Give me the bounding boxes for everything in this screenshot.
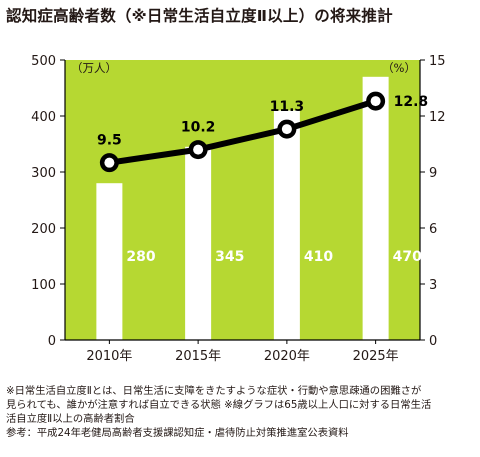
right-tick-label: 6: [429, 222, 437, 237]
left-axis-unit: （万人）: [71, 61, 117, 75]
x-tick-label: 2010年: [86, 349, 132, 364]
bar: [185, 146, 212, 340]
footnote-line: 見られても、誰かが注意すれば自立できる状態 ※線グラフは65歳以上人口に対する日…: [6, 399, 432, 411]
bars: [96, 76, 389, 341]
bar-value-label: 470: [393, 249, 422, 265]
ratio-line-layer: [99, 91, 386, 173]
x-tick-label: 2015年: [175, 349, 221, 364]
ratio-value-label: 11.3: [270, 99, 305, 115]
bar: [362, 76, 389, 341]
ratio-value-label: 10.2: [181, 120, 216, 136]
x-tick-label: 2020年: [264, 349, 310, 364]
right-tick-label: 0: [429, 334, 437, 349]
chart: 0 100 200 300 400 500 0 3 6 9 12 15 （万人） （%） 2010年 2015…: [31, 54, 445, 364]
footnotes: ※日常生活自立度Ⅱとは、日常生活に支障をきたすような症状・行動や意思疎通の困難さ…: [6, 384, 476, 440]
right-axis-unit: （%）: [382, 61, 416, 75]
left-tick-label: 400: [31, 110, 56, 125]
right-tick-label: 12: [429, 110, 446, 125]
left-tick-label: 500: [31, 54, 56, 69]
data-labels: 280 345 410 470 9.5 10.2 11.3 12.8: [97, 94, 428, 265]
right-tick-label: 15: [429, 54, 446, 69]
left-tick-label: 100: [31, 278, 56, 293]
bar-value-label: 410: [304, 249, 333, 265]
ratio-point-center: [281, 124, 292, 135]
left-tick-label: 300: [31, 166, 56, 181]
bar-value-label: 280: [126, 249, 155, 265]
ratio-line: [106, 98, 379, 166]
right-tick-label: 9: [429, 166, 437, 181]
chart-title: 認知症高齢者数（※日常生活自立度Ⅱ以上）の将来推計: [6, 7, 393, 25]
bar: [96, 183, 123, 340]
source-note: 参考：平成24年老健局高齢者支援課認知症・虐待防止対策推進室公表資料: [6, 427, 349, 439]
right-tick-label: 3: [429, 278, 437, 293]
ratio-point-center: [370, 96, 381, 107]
left-tick-label: 200: [31, 222, 56, 237]
ratio-value-label: 12.8: [394, 94, 429, 110]
left-tick-label: 0: [48, 334, 56, 349]
axes: 0 100 200 300 400 500 0 3 6 9 12 15 （万人） （%） 2010年 2015…: [31, 54, 445, 364]
bar: [273, 110, 300, 341]
bar-value-label: 345: [215, 249, 244, 265]
footnote-line: 活自立度Ⅱ以上の高齢者割合: [6, 413, 135, 425]
x-tick-label: 2025年: [353, 349, 399, 364]
ratio-value-label: 9.5: [97, 133, 122, 149]
footnote-line: ※日常生活自立度Ⅱとは、日常生活に支障をきたすような症状・行動や意思疎通の困難さ…: [6, 385, 422, 397]
ratio-point-center: [193, 144, 204, 155]
ratio-point-center: [104, 157, 115, 168]
